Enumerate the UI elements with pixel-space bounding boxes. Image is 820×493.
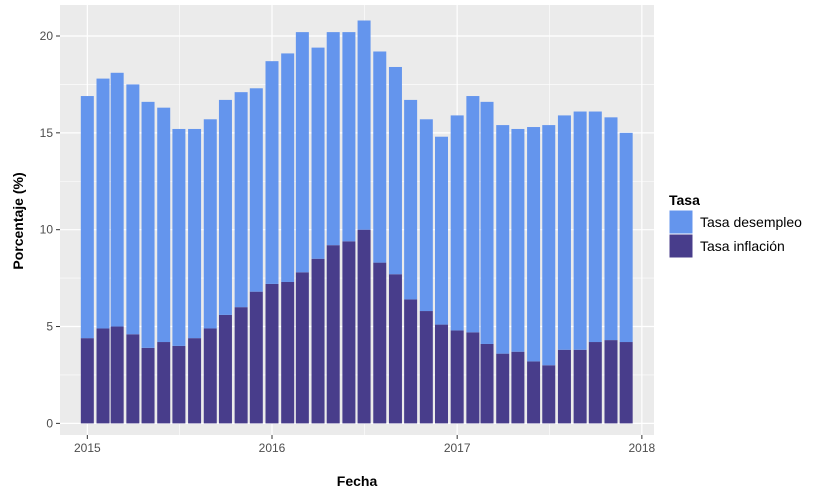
bar-desempleo	[295, 32, 309, 273]
bar-inflacion	[496, 353, 510, 424]
bar-desempleo	[373, 51, 387, 263]
y-tick-label: 10	[40, 223, 54, 237]
bar-desempleo	[126, 84, 140, 335]
bar-desempleo	[172, 128, 186, 346]
bar-inflacion	[542, 365, 556, 424]
bar-inflacion	[511, 351, 525, 424]
bar-inflacion	[311, 258, 325, 424]
y-tick-label: 0	[46, 416, 53, 430]
bar-desempleo	[96, 78, 110, 329]
bar-inflacion	[404, 299, 418, 424]
bar-inflacion	[342, 241, 356, 424]
y-axis: 0 5 10 15 20	[40, 29, 60, 430]
bar-inflacion	[295, 272, 309, 424]
bar-inflacion	[203, 328, 217, 424]
y-tick-label: 15	[40, 126, 54, 140]
bar-desempleo	[404, 99, 418, 300]
bar-inflacion	[218, 314, 232, 424]
bar-desempleo	[342, 32, 356, 242]
legend-label: Tasa inflación	[700, 238, 785, 254]
bar-inflacion	[188, 338, 202, 424]
bar-desempleo	[281, 53, 295, 282]
bar-desempleo	[450, 115, 464, 331]
bars	[80, 20, 633, 424]
bar-desempleo	[265, 61, 279, 284]
x-axis-title: Fecha	[337, 473, 378, 489]
bar-desempleo	[527, 127, 541, 362]
bar-inflacion	[126, 334, 140, 424]
bar-desempleo	[557, 115, 571, 350]
bar-desempleo	[157, 107, 171, 343]
bar-inflacion	[557, 349, 571, 424]
bar-inflacion	[281, 281, 295, 424]
bar-inflacion	[435, 324, 448, 424]
bar-desempleo	[203, 119, 217, 329]
x-tick-label: 2018	[629, 441, 656, 455]
x-tick-label: 2016	[259, 441, 286, 455]
x-tick-label: 2017	[444, 441, 471, 455]
bar-inflacion	[527, 361, 541, 424]
bar-desempleo	[542, 125, 556, 366]
bar-inflacion	[480, 343, 494, 424]
bar-desempleo	[311, 47, 325, 259]
bar-inflacion	[110, 326, 124, 424]
bar-desempleo	[466, 96, 480, 333]
bar-desempleo	[326, 32, 340, 246]
bar-inflacion	[265, 283, 279, 424]
bar-desempleo	[218, 99, 232, 315]
legend-key	[668, 233, 694, 259]
y-tick-label: 5	[46, 320, 53, 334]
bar-inflacion	[373, 262, 387, 424]
x-axis: 2015 2016 2017 2018	[74, 435, 656, 455]
bar-desempleo	[511, 128, 525, 352]
bar-inflacion	[588, 342, 602, 424]
bar-inflacion	[419, 311, 433, 424]
bar-desempleo	[480, 101, 494, 344]
bar-inflacion	[326, 245, 340, 424]
legend: Tasa Tasa desempleo Tasa inflación	[668, 192, 802, 259]
bar-inflacion	[141, 347, 155, 424]
bar-desempleo	[619, 132, 633, 343]
bar-desempleo	[388, 66, 402, 275]
bar-inflacion	[96, 328, 110, 424]
bar-desempleo	[110, 72, 124, 327]
bar-inflacion	[604, 340, 618, 424]
x-tick-label: 2015	[74, 441, 101, 455]
bar-desempleo	[80, 96, 94, 339]
bar-inflacion	[157, 342, 171, 424]
bar-inflacion	[619, 342, 633, 424]
bar-inflacion	[172, 345, 186, 424]
bar-desempleo	[357, 20, 371, 230]
bar-desempleo	[249, 88, 263, 292]
bar-inflacion	[80, 338, 94, 424]
bar-desempleo	[496, 125, 510, 354]
bar-desempleo	[588, 111, 602, 343]
bar-desempleo	[141, 101, 155, 348]
bar-inflacion	[357, 229, 371, 424]
legend-label: Tasa desempleo	[700, 214, 802, 230]
bar-desempleo	[604, 117, 618, 341]
bar-inflacion	[573, 349, 587, 424]
legend-title: Tasa	[669, 192, 700, 208]
bar-inflacion	[249, 291, 263, 424]
legend-items: Tasa desempleo Tasa inflación	[668, 209, 802, 259]
bar-inflacion	[388, 274, 402, 424]
bar-desempleo	[234, 92, 248, 308]
bar-desempleo	[435, 136, 448, 325]
bar-desempleo	[573, 111, 587, 350]
bar-inflacion	[466, 332, 480, 424]
y-axis-title: Porcentaje (%)	[10, 172, 26, 269]
legend-key	[668, 209, 694, 235]
bar-inflacion	[234, 307, 248, 424]
bar-desempleo	[419, 119, 433, 312]
bar-inflacion	[450, 330, 464, 424]
y-tick-label: 20	[40, 29, 54, 43]
bar-desempleo	[188, 128, 202, 339]
